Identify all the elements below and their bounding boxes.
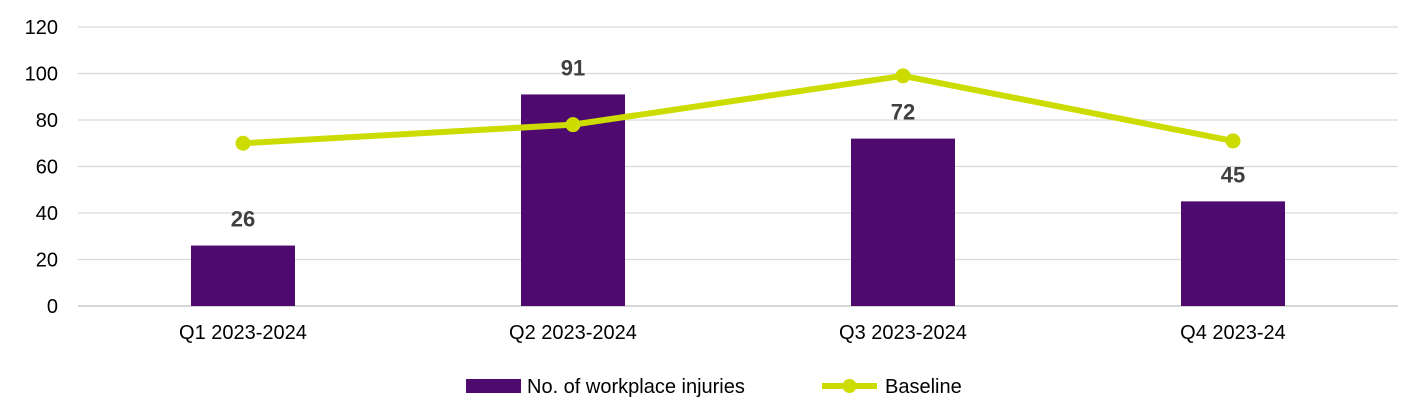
y-tick-label-40: 40 [36,203,58,225]
x-tick-label-2: Q2 2023-2024 [509,322,637,344]
bar-1 [191,245,295,306]
y-tick-label-80: 80 [36,110,58,132]
data-label-1: 26 [231,207,255,232]
x-tick-label-1: Q1 2023-2024 [179,322,307,344]
y-tick-label-0: 0 [47,296,58,318]
y-axis-ticks: 0 20 40 60 80 100 120 [25,17,58,318]
data-labels: 26 91 72 45 [231,55,1245,231]
y-tick-label-120: 120 [25,17,58,39]
y-tick-label-20: 20 [36,250,58,272]
x-axis-ticks: Q1 2023-2024 Q2 2023-2024 Q3 2023-2024 Q4 2… [179,322,1286,344]
data-label-3: 72 [891,100,915,125]
bar-series [191,94,1285,306]
legend: No. of workplace injuries Baseline [466,376,962,398]
data-label-2: 91 [561,55,585,80]
baseline-point-2 [565,117,581,133]
y-tick-label-60: 60 [36,157,58,179]
gridlines [78,26,1398,307]
line-series [235,68,1241,151]
legend-swatch-baseline-marker [842,379,857,393]
y-tick-label-100: 100 [25,64,58,86]
baseline-point-1 [235,135,251,151]
x-tick-label-4: Q4 2023-24 [1180,322,1286,344]
baseline-point-4 [1225,133,1241,149]
data-label-4: 45 [1221,162,1245,187]
legend-label-baseline: Baseline [885,376,962,398]
bar-4 [1181,201,1285,306]
legend-label-injuries: No. of workplace injuries [527,376,745,398]
baseline-point-3 [895,68,911,84]
legend-swatch-injuries [466,379,521,393]
x-tick-label-3: Q3 2023-2024 [839,322,967,344]
baseline-line [242,72,1234,147]
bar-3 [851,138,955,306]
